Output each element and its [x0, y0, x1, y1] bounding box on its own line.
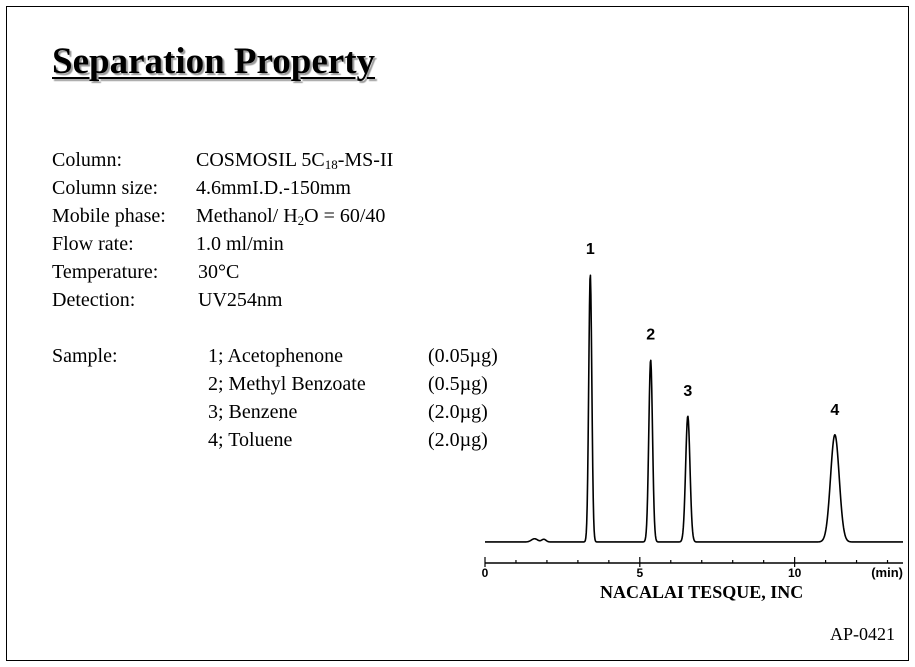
flow-rate-value: 1.0 ml/min	[196, 233, 284, 255]
flow-rate-label: Flow rate:	[52, 233, 134, 255]
mobile-phase-value-prefix: Methanol/ H	[196, 205, 298, 227]
temperature-label: Temperature:	[52, 261, 159, 283]
column-size-value: 4.6mmI.D.-150mm	[196, 177, 351, 199]
sample-item-amount: (2.0µg)	[428, 401, 488, 423]
x-axis-label: (min)	[871, 565, 903, 580]
column-label: Column:	[52, 149, 123, 171]
x-tick-label: 10	[788, 566, 802, 580]
page-frame	[6, 6, 909, 661]
chromatogram-chart: 0 5 10 1 2 3 4 (min)	[482, 241, 904, 580]
column-value-subscript: 18	[324, 157, 338, 172]
column-value-suffix: -MS-II	[337, 149, 394, 171]
chromatogram-trace	[484, 274, 904, 543]
peak-label: 1	[586, 241, 595, 258]
temperature-value: 30°C	[198, 261, 240, 283]
sample-item-name: 1; Acetophenone	[208, 345, 343, 367]
x-tick-label: 0	[482, 566, 489, 580]
sample-item-name: 2; Methyl Benzoate	[208, 373, 366, 395]
sample-item-amount: (0.5µg)	[428, 373, 488, 395]
page-title: Separation Property	[52, 41, 376, 82]
peak-label: 2	[646, 327, 655, 344]
column-size-label: Column size:	[52, 177, 159, 199]
mobile-phase-value-subscript: 2	[297, 213, 305, 228]
sample-item-name: 4; Toluene	[208, 429, 293, 451]
company-name: NACALAI TESQUE, INC	[600, 582, 804, 602]
peak-labels: 1 2 3 4	[586, 241, 840, 419]
column-value: COSMOSIL 5C18-MS-II	[196, 148, 393, 172]
peak-label: 3	[683, 383, 692, 400]
document-code: AP-0421	[829, 624, 895, 644]
mobile-phase-label: Mobile phase:	[52, 205, 166, 227]
x-axis: 0 5 10	[482, 557, 903, 580]
sample-label: Sample:	[52, 345, 118, 367]
mobile-phase-value: Methanol/ H2O = 60/40	[196, 204, 385, 228]
x-tick-label: 5	[636, 566, 643, 580]
detection-value: UV254nm	[198, 289, 283, 311]
peak-label: 4	[830, 402, 839, 419]
sample-item-amount: (2.0µg)	[428, 429, 488, 451]
mobile-phase-value-suffix: O = 60/40	[304, 205, 386, 227]
sample-item-amount: (0.05µg)	[428, 345, 498, 367]
sample-item-name: 3; Benzene	[208, 401, 298, 423]
detection-label: Detection:	[52, 289, 136, 311]
column-value-prefix: COSMOSIL 5C	[196, 149, 325, 171]
